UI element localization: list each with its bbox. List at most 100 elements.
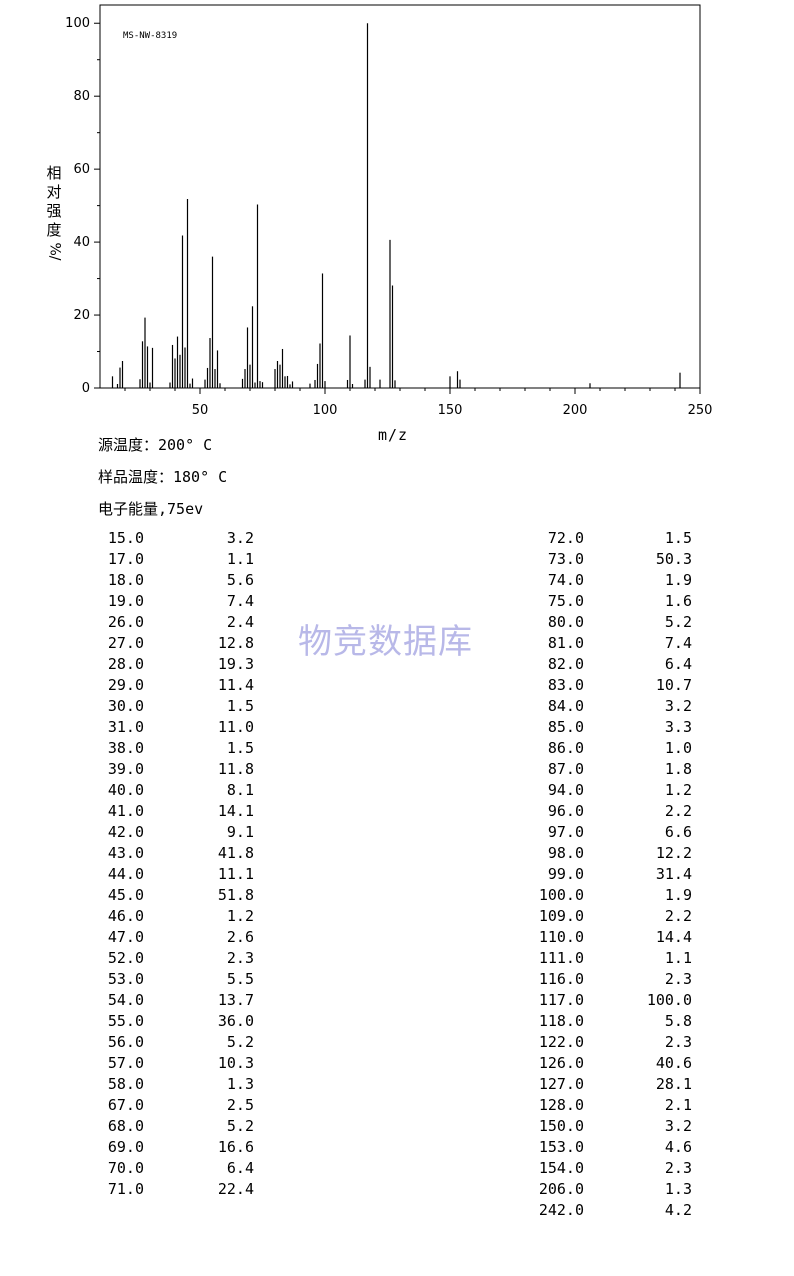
mz-value: 38.0 xyxy=(107,739,144,757)
y-axis-label-char: 强 xyxy=(46,202,62,220)
abundance-value: 1.3 xyxy=(226,1075,254,1093)
abundance-value: 1.2 xyxy=(664,781,692,799)
abundance-value: 9.1 xyxy=(226,823,254,841)
mz-value: 87.0 xyxy=(547,760,584,778)
table-row: 17.0 1.1 xyxy=(98,549,258,570)
table-row: 44.0 11.1 xyxy=(98,864,258,885)
abundance-value: 28.1 xyxy=(655,1075,692,1093)
table-row: 30.0 1.5 xyxy=(98,696,258,717)
mz-value: 109.0 xyxy=(538,907,584,925)
y-tick-label: 80 xyxy=(73,89,90,104)
abundance-value: 4.2 xyxy=(664,1201,692,1219)
mz-value: 41.0 xyxy=(107,802,144,820)
abundance-value: 11.4 xyxy=(217,676,254,694)
abundance-value: 2.4 xyxy=(226,613,254,631)
mz-value: 206.0 xyxy=(538,1180,584,1198)
table-row: 97.0 6.6 xyxy=(520,822,696,843)
mz-value: 94.0 xyxy=(547,781,584,799)
abundance-value: 12.8 xyxy=(217,634,254,652)
abundance-value: 51.8 xyxy=(217,886,254,904)
abundance-value: 11.0 xyxy=(217,718,254,736)
y-axis-label-char: 对 xyxy=(46,183,62,201)
table-row: 29.0 11.4 xyxy=(98,675,258,696)
mz-value: 118.0 xyxy=(538,1012,584,1030)
mz-value: 70.0 xyxy=(107,1159,144,1177)
table-row: 40.0 8.1 xyxy=(98,780,258,801)
table-row: 19.0 7.4 xyxy=(98,591,258,612)
mz-value: 75.0 xyxy=(547,592,584,610)
mz-value: 154.0 xyxy=(538,1159,584,1177)
mz-value: 17.0 xyxy=(107,550,144,568)
y-axis-label: 相 对 强 度 %/ xyxy=(44,164,64,261)
table-row: 126.0 40.6 xyxy=(520,1053,696,1074)
abundance-value: 6.6 xyxy=(664,823,692,841)
x-tick-label: 250 xyxy=(688,403,713,418)
abundance-value: 6.4 xyxy=(664,655,692,673)
mz-value: 52.0 xyxy=(107,949,144,967)
mz-value: 126.0 xyxy=(538,1054,584,1072)
mz-value: 117.0 xyxy=(538,991,584,1009)
mz-value: 58.0 xyxy=(107,1075,144,1093)
table-row: 18.0 5.6 xyxy=(98,570,258,591)
table-row: 58.0 1.3 xyxy=(98,1074,258,1095)
mz-value: 19.0 xyxy=(107,592,144,610)
mz-value: 100.0 xyxy=(538,886,584,904)
y-tick-label: 0 xyxy=(82,381,90,396)
table-row: 80.0 5.2 xyxy=(520,612,696,633)
y-tick-label: 100 xyxy=(65,16,90,31)
table-row: 53.0 5.5 xyxy=(98,969,258,990)
abundance-value: 2.3 xyxy=(664,1033,692,1051)
table-row: 54.0 13.7 xyxy=(98,990,258,1011)
table-row: 127.0 28.1 xyxy=(520,1074,696,1095)
mz-value: 28.0 xyxy=(107,655,144,673)
mz-value: 98.0 xyxy=(547,844,584,862)
table-row: 27.0 12.8 xyxy=(98,633,258,654)
mz-value: 53.0 xyxy=(107,970,144,988)
peak-table-left: 15.0 3.2 17.0 1.1 18.0 5.6 19.0 7.4 26.0 2.4 27.0 1… xyxy=(98,528,258,1200)
mz-value: 71.0 xyxy=(107,1180,144,1198)
abundance-value: 36.0 xyxy=(217,1012,254,1030)
table-row: 81.0 7.4 xyxy=(520,633,696,654)
x-tick-label: 50 xyxy=(192,403,209,418)
table-row: 206.0 1.3 xyxy=(520,1179,696,1200)
mz-value: 27.0 xyxy=(107,634,144,652)
abundance-value: 6.4 xyxy=(226,1159,254,1177)
table-row: 70.0 6.4 xyxy=(98,1158,258,1179)
table-row: 83.0 10.7 xyxy=(520,675,696,696)
abundance-value: 1.8 xyxy=(664,760,692,778)
abundance-value: 1.1 xyxy=(664,949,692,967)
abundance-value: 1.6 xyxy=(664,592,692,610)
abundance-value: 10.7 xyxy=(655,676,692,694)
abundance-value: 1.5 xyxy=(664,529,692,547)
mz-value: 54.0 xyxy=(107,991,144,1009)
mz-value: 84.0 xyxy=(547,697,584,715)
mz-value: 74.0 xyxy=(547,571,584,589)
mz-value: 42.0 xyxy=(107,823,144,841)
abundance-value: 16.6 xyxy=(217,1138,254,1156)
table-row: 69.0 16.6 xyxy=(98,1137,258,1158)
mz-value: 47.0 xyxy=(107,928,144,946)
x-tick-label: 150 xyxy=(438,403,463,418)
abundance-value: 14.1 xyxy=(217,802,254,820)
abundance-value: 13.7 xyxy=(217,991,254,1009)
abundance-value: 19.3 xyxy=(217,655,254,673)
table-row: 72.0 1.5 xyxy=(520,528,696,549)
mz-value: 67.0 xyxy=(107,1096,144,1114)
table-row: 39.0 11.8 xyxy=(98,759,258,780)
table-row: 75.0 1.6 xyxy=(520,591,696,612)
table-row: 122.0 2.3 xyxy=(520,1032,696,1053)
table-row: 73.0 50.3 xyxy=(520,549,696,570)
abundance-value: 12.2 xyxy=(655,844,692,862)
mz-value: 99.0 xyxy=(547,865,584,883)
abundance-value: 2.3 xyxy=(664,970,692,988)
abundance-value: 2.2 xyxy=(664,907,692,925)
table-row: 43.0 41.8 xyxy=(98,843,258,864)
table-row: 86.0 1.0 xyxy=(520,738,696,759)
mz-value: 150.0 xyxy=(538,1117,584,1135)
abundance-value: 7.4 xyxy=(226,592,254,610)
y-axis-label-char: 度 xyxy=(46,221,62,239)
abundance-value: 10.3 xyxy=(217,1054,254,1072)
abundance-value: 1.9 xyxy=(664,886,692,904)
mz-value: 116.0 xyxy=(538,970,584,988)
abundance-value: 1.5 xyxy=(226,697,254,715)
